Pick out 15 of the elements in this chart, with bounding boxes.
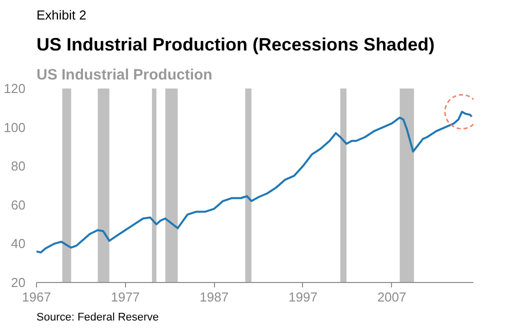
y-tick-label: 100 bbox=[4, 120, 26, 135]
y-tick-label: 60 bbox=[11, 197, 26, 212]
source-note: Source: Federal Reserve bbox=[36, 312, 159, 324]
x-tick-label: 1977 bbox=[110, 290, 140, 304]
x-tick-label: 2007 bbox=[377, 290, 406, 304]
y-tick-label: 40 bbox=[11, 236, 26, 252]
y-tick-label: 20 bbox=[11, 275, 26, 290]
y-tick-label: 120 bbox=[4, 81, 26, 96]
y-tick-label: 80 bbox=[11, 158, 26, 174]
chart-subtitle: US Industrial Production bbox=[36, 66, 212, 84]
chart-title: US Industrial Production (Recessions Shaded) bbox=[36, 34, 435, 54]
x-tick-label: 1967 bbox=[22, 290, 51, 304]
text: Exhibit 2 bbox=[36, 8, 86, 22]
x-tick-label: 1987 bbox=[200, 290, 229, 304]
x-tick-label: 1997 bbox=[288, 290, 318, 304]
